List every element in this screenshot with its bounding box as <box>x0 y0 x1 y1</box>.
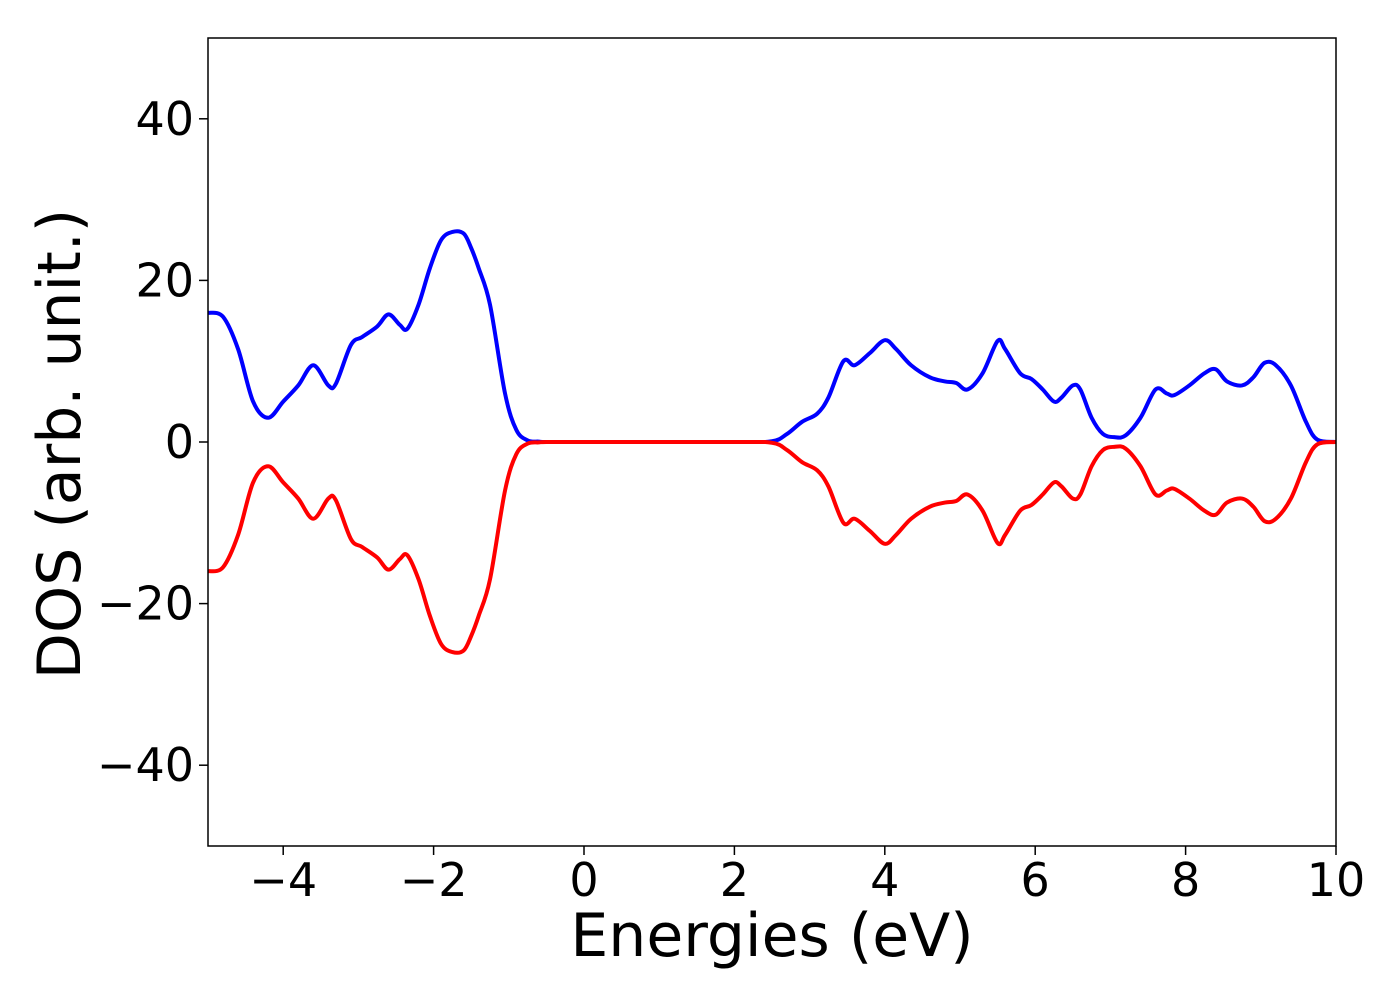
y-tick-label: −40 <box>97 738 194 792</box>
y-tick-label: 40 <box>135 92 194 146</box>
x-tick-label: 2 <box>720 853 749 907</box>
x-tick-label: 6 <box>1021 853 1050 907</box>
x-tick-label: 0 <box>569 853 598 907</box>
y-tick-label: −20 <box>97 577 194 631</box>
x-tick-label: −4 <box>249 853 317 907</box>
y-tick-label: 0 <box>165 415 194 469</box>
x-tick-label: 4 <box>870 853 899 907</box>
x-tick-label: −2 <box>400 853 468 907</box>
x-tick-label: 8 <box>1171 853 1200 907</box>
series-line-down <box>208 439 1336 655</box>
x-axis-label: Energies (eV) <box>570 901 973 971</box>
y-tick-label: 20 <box>135 253 194 307</box>
y-axis-label: DOS (arb. unit.) <box>25 209 95 679</box>
plot-frame <box>207 37 1337 847</box>
series-layer <box>208 229 1336 655</box>
series-line-up <box>208 229 1336 445</box>
x-tick-label: 10 <box>1307 853 1366 907</box>
